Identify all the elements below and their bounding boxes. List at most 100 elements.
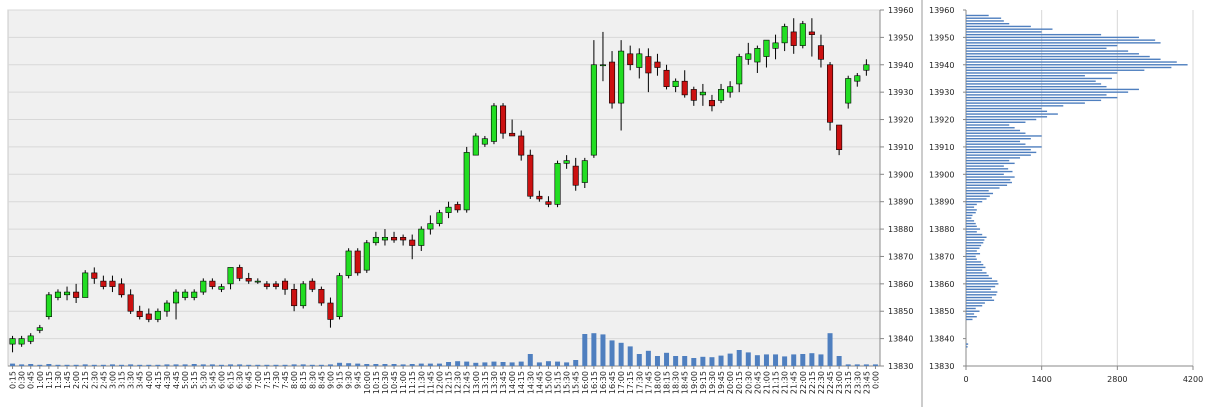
candle-down bbox=[109, 280, 116, 287]
candle-up bbox=[863, 64, 870, 71]
candle-up bbox=[672, 80, 679, 87]
profile-bar bbox=[966, 310, 980, 312]
time-tick-label: 22:00 bbox=[799, 371, 808, 394]
time-tick-label: 9:00 bbox=[326, 371, 335, 389]
profile-bar bbox=[966, 255, 976, 258]
time-tick-label: 23:15 bbox=[844, 371, 853, 394]
time-tick-label: 4:15 bbox=[154, 371, 163, 389]
volume-bar bbox=[100, 364, 106, 366]
profile-bar bbox=[966, 157, 1021, 159]
profile-bar bbox=[966, 110, 1048, 113]
time-tick-label: 13:45 bbox=[499, 371, 508, 394]
price-tick-label: 13950 bbox=[888, 33, 913, 42]
volume-bar bbox=[273, 364, 279, 366]
profile-price-tick-label: 13960 bbox=[929, 6, 954, 15]
profile-price-tick-label: 13860 bbox=[929, 280, 954, 289]
volume-bar bbox=[337, 362, 343, 366]
candle-up bbox=[427, 223, 434, 230]
volume-bar bbox=[818, 354, 824, 366]
time-tick-label: 2:30 bbox=[90, 371, 99, 389]
volume-bar bbox=[91, 364, 97, 366]
volume-bar bbox=[654, 356, 660, 366]
volume-bar bbox=[500, 362, 506, 366]
volume-bar bbox=[745, 352, 751, 366]
profile-bar bbox=[966, 140, 1021, 143]
volume-bar bbox=[691, 358, 697, 366]
candle-up bbox=[36, 327, 43, 331]
time-tick-label: 3:30 bbox=[127, 371, 136, 389]
time-tick-label: 5:30 bbox=[199, 371, 208, 389]
candle-up bbox=[736, 56, 743, 85]
volume-bar bbox=[73, 364, 79, 366]
candle-up bbox=[336, 275, 343, 318]
time-tick-label: 6:45 bbox=[245, 371, 254, 389]
price-tick-label: 13930 bbox=[888, 88, 913, 97]
time-tick-label: 11:30 bbox=[417, 371, 426, 394]
volume-bar bbox=[763, 354, 769, 366]
profile-bar bbox=[966, 220, 975, 222]
candle-up bbox=[563, 160, 570, 164]
candle-up bbox=[463, 152, 470, 211]
time-tick-label: 2:15 bbox=[81, 371, 90, 389]
candle-up bbox=[254, 280, 261, 283]
candle-up bbox=[745, 53, 752, 60]
candle-up bbox=[599, 64, 606, 67]
volume-bar bbox=[200, 364, 206, 366]
time-tick-label: 0:45 bbox=[27, 371, 36, 389]
candle-up bbox=[227, 267, 234, 285]
volume-bar bbox=[119, 364, 125, 366]
volume-bar bbox=[19, 364, 25, 366]
candle-down bbox=[391, 236, 398, 241]
candle-down bbox=[500, 105, 507, 134]
volume-bar bbox=[409, 364, 415, 366]
volume-bar bbox=[482, 362, 488, 366]
profile-bar bbox=[966, 277, 992, 280]
candle-up bbox=[445, 206, 452, 213]
time-tick-label: 14:45 bbox=[535, 371, 544, 394]
candle-up bbox=[436, 212, 443, 224]
candle-up bbox=[618, 50, 625, 104]
volume-bar bbox=[364, 364, 370, 366]
candle-up bbox=[200, 280, 207, 293]
volume-bar bbox=[863, 364, 869, 366]
candle-down bbox=[73, 291, 80, 298]
time-tick-label: 19:00 bbox=[690, 371, 699, 394]
candle-down bbox=[272, 283, 279, 287]
profile-bar bbox=[966, 179, 1011, 181]
profile-bar bbox=[966, 209, 977, 211]
volume-bar bbox=[636, 354, 642, 366]
volume-bar bbox=[545, 361, 551, 366]
time-tick-label: 18:45 bbox=[681, 371, 690, 394]
volume-bar bbox=[527, 354, 533, 366]
time-tick-label: 1:45 bbox=[63, 371, 72, 389]
time-tick-label: 8:00 bbox=[290, 371, 299, 389]
profile-bar bbox=[966, 121, 1026, 123]
volume-bar bbox=[82, 364, 88, 366]
profile-bar bbox=[966, 80, 1096, 82]
time-tick-label: 4:45 bbox=[172, 371, 181, 389]
profile-bar bbox=[966, 192, 994, 195]
volume-bar bbox=[872, 364, 878, 366]
profile-x-tick-label: 4200 bbox=[1183, 375, 1203, 384]
volume-bar bbox=[346, 363, 352, 366]
profile-bar bbox=[966, 307, 976, 310]
profile-bar bbox=[966, 272, 987, 274]
profile-bar bbox=[966, 302, 985, 304]
profile-bar bbox=[966, 343, 969, 345]
time-tick-label: 12:00 bbox=[435, 371, 444, 394]
volume-bar bbox=[391, 364, 397, 366]
candle-down bbox=[454, 204, 461, 211]
candle-up bbox=[381, 236, 388, 241]
volume-bar bbox=[436, 363, 442, 366]
volume-bar bbox=[727, 353, 733, 366]
profile-price-tick-label: 13850 bbox=[929, 307, 954, 316]
time-tick-label: 8:45 bbox=[317, 371, 326, 389]
volume-bar bbox=[673, 356, 679, 366]
candle-down bbox=[354, 250, 361, 274]
time-tick-label: 15:30 bbox=[563, 371, 572, 394]
price-tick-label: 13960 bbox=[888, 6, 913, 15]
profile-bar bbox=[966, 253, 981, 255]
time-tick-label: 6:30 bbox=[236, 371, 245, 389]
volume-bar bbox=[182, 364, 188, 366]
volume-bar bbox=[446, 362, 452, 366]
